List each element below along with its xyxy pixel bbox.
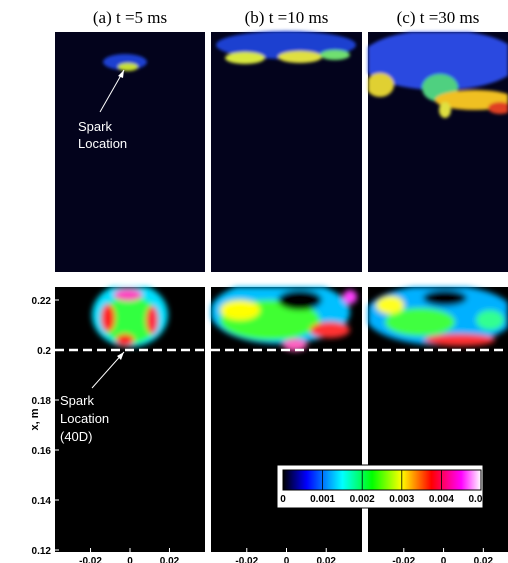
x-tick-label: 0.02 [317,556,337,563]
colorbar-tick-label: 0 [280,494,286,505]
colorbar [282,469,482,491]
y-tick-label: 0.2 [37,346,51,357]
arrow [99,69,125,113]
annotation: Location [60,411,109,426]
colorbar-tick-label: 0.004 [429,494,454,505]
y-tick-label: 0.18 [32,396,52,407]
annotation: Location [78,136,127,151]
y-tick-label: 0.22 [32,296,52,307]
y-axis-label: x, m [29,408,41,430]
panel-title: (c) t =30 ms [397,8,480,27]
panel-title: (a) t =5 ms [93,8,167,27]
panel-title: (b) t =10 ms [245,8,329,27]
annotation: Spark [60,393,94,408]
image-panel [55,32,205,272]
arrowhead [118,70,124,78]
x-tick-label: -0.02 [235,556,258,563]
colorbar-tick-label: 0.005 [468,494,493,505]
x-tick-label: 0 [284,556,290,563]
y-tick-label: 0.16 [32,446,52,457]
annotation: (40D) [60,429,93,444]
annotation: Spark [78,119,112,134]
colorbar-tick-label: 0.001 [310,494,335,505]
y-tick-label: 0.12 [32,546,52,557]
flame-image [103,31,508,118]
colorbar-tick-label: 0.003 [389,494,414,505]
arrow [91,351,125,389]
y-tick-label: 0.14 [32,496,52,507]
arrowhead [117,352,124,360]
colorbar-tick-label: 0.002 [350,494,375,505]
x-tick-label: -0.02 [79,556,102,563]
x-tick-label: 0 [127,556,133,563]
contour-image [92,287,508,351]
x-tick-label: -0.02 [392,556,415,563]
x-tick-label: 0.02 [160,556,180,563]
x-tick-label: 0 [441,556,447,563]
image-panel [211,32,362,272]
x-tick-label: 0.02 [474,556,494,563]
